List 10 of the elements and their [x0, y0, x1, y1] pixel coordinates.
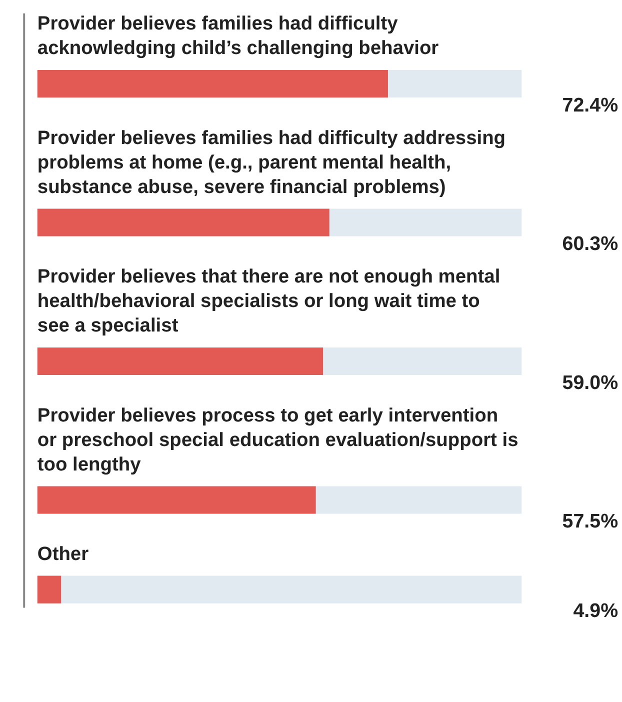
data-label: 59.0%	[562, 372, 618, 394]
data-label: 4.9%	[573, 600, 618, 622]
y-tick-label: Provider believes that there are not enough mental health/behavioral specialists or long wait time to see a specialist	[37, 266, 500, 337]
y-tick-label: Provider believes families had difficulty addressing problems at home (e.g., parent mental health, substance abuse, severe financial problems)	[37, 128, 506, 198]
data-label: 57.5%	[562, 510, 618, 533]
y-tick-label: Provider believes process to get early intervention or preschool special education evaluation/support is too lengthy	[37, 405, 518, 476]
data-label: 72.4%	[562, 94, 618, 116]
y-tick-label: Other	[37, 544, 90, 566]
data-label: 60.3%	[562, 233, 618, 256]
y-tick-label: Provider believes families had difficulty acknowledging child’s challenging behavior	[37, 14, 440, 60]
